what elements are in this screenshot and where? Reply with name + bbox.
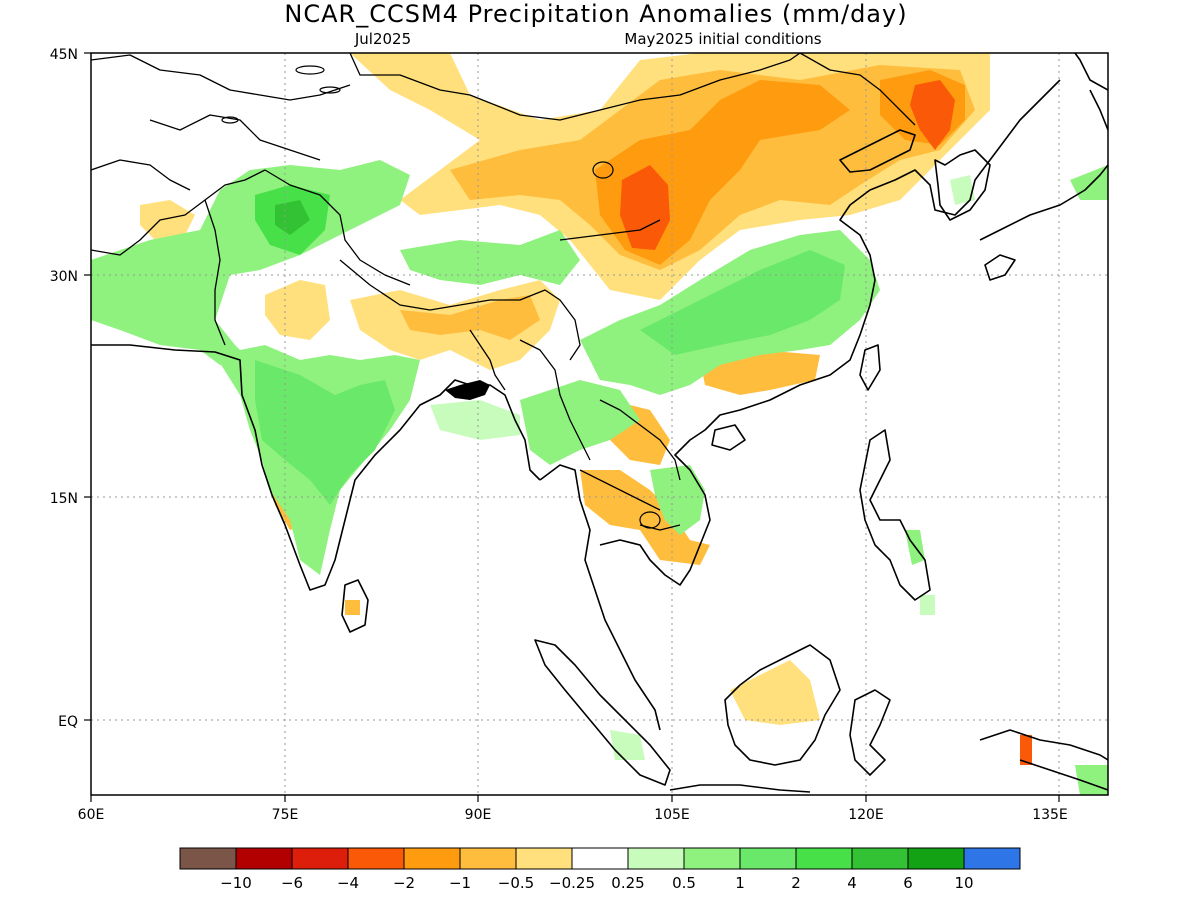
colorbar-swatch [235, 847, 293, 870]
dry-region-himalaya [400, 295, 540, 340]
lon-tick-label: 120E [848, 807, 884, 823]
colorbar-label: 6 [903, 874, 913, 892]
lat-tick-label: 30N [50, 269, 78, 285]
lat-tick-label: 45N [50, 47, 78, 63]
anomaly-fields [91, 53, 1108, 795]
colorbar-swatch [963, 847, 1021, 870]
colorbar: −10 −6 −4 −2 −1 −0.5 −0.25 0.25 0.5 1 2 4 6 10 [179, 847, 1021, 892]
colorbar-swatch [347, 847, 405, 870]
wet-region-tibet-east [400, 230, 580, 285]
colorbar-label: −0.25 [549, 874, 595, 892]
colorbar-label: 10 [954, 874, 973, 892]
colorbar-swatch [627, 847, 685, 870]
graticule [91, 53, 1108, 795]
colorbar-swatch [291, 847, 349, 870]
dry-region-borneo [730, 660, 820, 725]
wet-core-south-china [640, 250, 845, 355]
colorbar-label: −6 [281, 874, 303, 892]
lat-tick-label: EQ [58, 714, 78, 730]
wet-region-vietnam [650, 465, 705, 535]
ganges-delta [445, 380, 490, 400]
lon-tick-label: 105E [654, 807, 690, 823]
lakes-and-islets [221, 65, 661, 529]
dry-max-loess [620, 165, 670, 250]
dry-region-sri-lanka [345, 600, 360, 615]
dry-region-west-india [265, 280, 330, 340]
map-title: NCAR_CCSM4 Precipitation Anomalies (mm/d… [284, 0, 907, 28]
colorbar-label: −1 [449, 874, 471, 892]
colorbar-swatch [179, 847, 237, 870]
coastlines [91, 53, 1108, 793]
colorbar-swatch [851, 847, 909, 870]
colorbar-swatch [795, 847, 853, 870]
colorbar-label: −0.5 [498, 874, 534, 892]
dry-region-indochina [580, 470, 710, 565]
colorbar-label: −4 [337, 874, 359, 892]
colorbar-label: 4 [847, 874, 857, 892]
colorbar-label: 0.5 [672, 874, 696, 892]
colorbar-swatch [907, 847, 965, 870]
wet-region-sumatra [610, 730, 645, 760]
colorbar-label: 0.25 [611, 874, 644, 892]
map-subtitle-month: Jul2025 [354, 30, 411, 48]
lat-tick-label: 15N [50, 491, 78, 507]
colorbar-swatch [683, 847, 741, 870]
longitude-labels: 60E 75E 90E 105E 120E 135E [78, 807, 1068, 823]
colorbar-label: −2 [393, 874, 415, 892]
lon-tick-label: 75E [272, 807, 299, 823]
wet-region-korea [950, 175, 975, 205]
colorbar-label: −10 [220, 874, 252, 892]
lon-tick-label: 60E [78, 807, 105, 823]
latitude-labels: 45N 30N 15N EQ [50, 47, 78, 730]
wet-region-japan [1070, 165, 1108, 200]
colorbar-swatch [739, 847, 797, 870]
colorbar-swatch [515, 847, 573, 870]
colorbar-swatch [459, 847, 517, 870]
colorbar-label: 2 [791, 874, 801, 892]
axis-ticks [84, 52, 1060, 802]
dry-region-pakistan [140, 200, 195, 240]
country-borders [91, 53, 916, 531]
wet-region-pakistan-north-india [91, 160, 410, 365]
colorbar-swatch [403, 847, 461, 870]
wet-region-celebes [920, 595, 935, 615]
colorbar-swatch [571, 847, 629, 870]
wet-region-bay-bengal [430, 400, 520, 440]
wet-region-myanmar [520, 380, 640, 465]
dry-peak-new-guinea [1020, 735, 1032, 765]
lon-tick-label: 135E [1032, 807, 1068, 823]
map-frame [90, 52, 1109, 796]
dry-peak-northeast [910, 80, 955, 150]
map-subtitle-init: May2025 initial conditions [624, 30, 821, 48]
lon-tick-label: 90E [465, 807, 492, 823]
map-plot-area [91, 53, 1108, 795]
wet-core-central-india [255, 360, 395, 505]
colorbar-label: 1 [735, 874, 745, 892]
wet-peak-kashmir [275, 200, 310, 235]
